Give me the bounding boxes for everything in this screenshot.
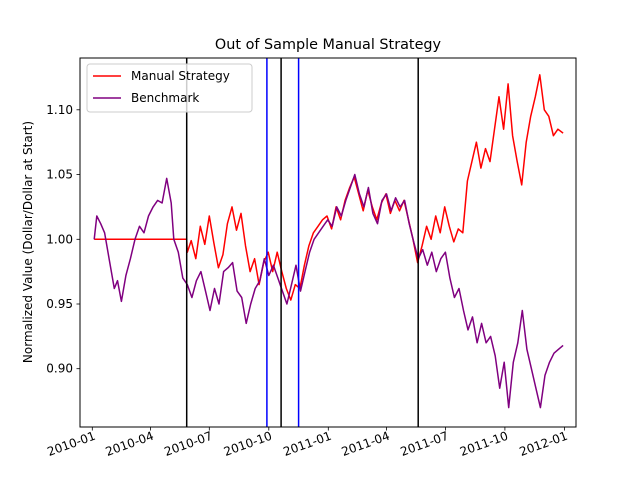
y-axis-label: Normalized Value (Dollar/Dollar at Start…: [21, 121, 35, 363]
legend: Manual Strategy Benchmark: [86, 63, 253, 113]
y-tick-label: 0.90: [46, 362, 73, 376]
legend-label-manual-strategy: Manual Strategy: [131, 69, 230, 83]
y-tick-label: 1.00: [46, 232, 73, 246]
legend-label-benchmark: Benchmark: [131, 91, 199, 105]
chart-title: Out of Sample Manual Strategy: [215, 37, 442, 53]
plot-frame: [79, 57, 577, 428]
legend-box: [86, 63, 253, 113]
y-tick-label: 1.05: [46, 168, 73, 182]
series-line-benchmark: [93, 173, 564, 409]
y-tick-label: 1.10: [46, 103, 73, 117]
series-line-manual-strategy: [94, 74, 564, 301]
y-tick-label: 0.95: [46, 297, 73, 311]
